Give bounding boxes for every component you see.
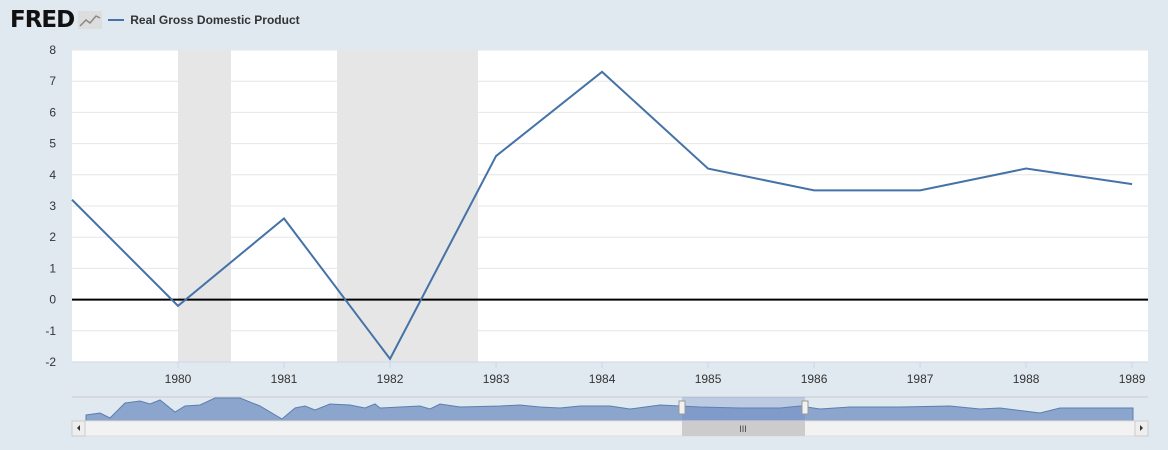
scrollbar-thumb[interactable] [682,421,805,436]
y-tick-label: 2 [49,230,56,244]
data-point[interactable] [388,357,392,361]
data-point[interactable] [70,198,74,202]
y-tick-label: 6 [49,105,56,119]
fred-logo[interactable]: FRED [10,7,75,33]
x-tick-label: 1983 [483,372,510,386]
legend-label: Real Gross Domestic Product [130,13,300,27]
y-tick-label: 8 [49,43,56,57]
navigator[interactable]: III [71,396,1149,437]
y-tick-label: 4 [49,168,56,182]
data-point[interactable] [706,167,710,171]
x-tick-label: 1980 [165,372,192,386]
x-tick-label: 1987 [907,372,934,386]
y-tick-label: 0 [49,293,56,307]
y-tick-label: 3 [49,199,56,213]
y-tick-label: -1 [45,324,56,338]
legend-line-icon [108,19,125,21]
y-tick-label: 7 [49,74,56,88]
y-tick-label: 5 [49,137,56,151]
svg-text:III: III [739,424,747,434]
y-tick-label: -2 [45,355,56,369]
x-tick-label: 1989 [1119,372,1146,386]
data-point[interactable] [282,216,286,220]
data-point[interactable] [1024,167,1028,171]
legend-item[interactable]: Real Gross Domestic Product [108,13,300,27]
x-tick-label: 1988 [1013,372,1040,386]
chart-logo-icon [78,11,103,29]
x-tick-label: 1982 [377,372,404,386]
data-point[interactable] [918,188,922,192]
navigator-selection[interactable] [682,397,805,421]
series-line[interactable] [71,70,1133,361]
navigator-handle-left[interactable] [678,400,686,415]
data-point[interactable] [494,154,498,158]
y-tick-label: 1 [49,261,56,275]
navigator-series [85,397,1134,422]
x-tick-label: 1981 [271,372,298,386]
x-tick-label: 1984 [589,372,616,386]
x-tick-label: 1986 [801,372,828,386]
data-point[interactable] [1130,182,1134,186]
arrow-right-icon [1140,425,1143,431]
header: FRED Real Gross Domestic Product [10,6,300,34]
data-point[interactable] [812,188,816,192]
navigator-handle-right[interactable] [801,400,809,415]
data-point[interactable] [600,70,604,74]
x-tick-label: 1985 [695,372,722,386]
arrow-left-icon [77,425,80,431]
scrollbar-track[interactable] [71,420,1149,437]
data-point[interactable] [176,304,180,308]
